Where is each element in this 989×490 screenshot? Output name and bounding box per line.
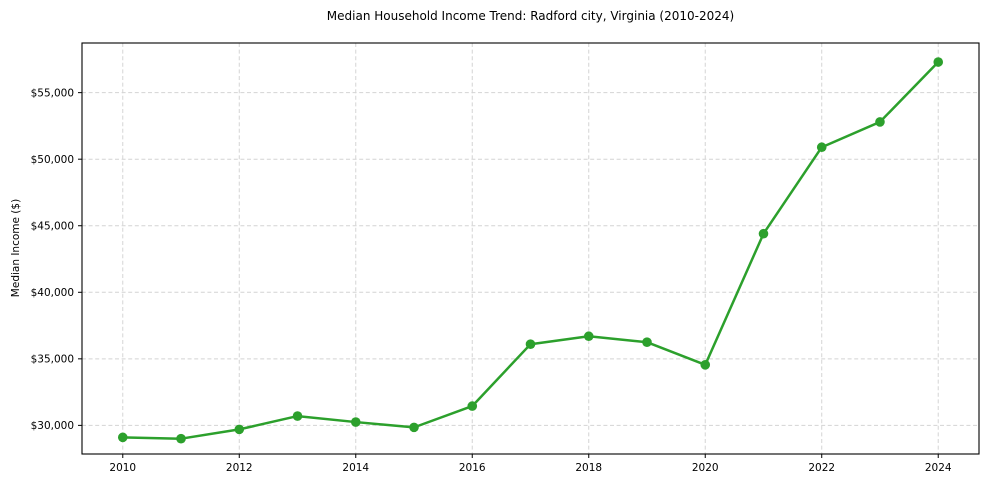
- y-tick-label: $30,000: [31, 420, 74, 432]
- x-tick-label: 2016: [459, 462, 486, 474]
- data-point-2024: [933, 57, 944, 67]
- data-point-2021: [758, 228, 769, 239]
- y-tick-label: $55,000: [31, 87, 74, 99]
- x-tick-label: 2014: [342, 462, 369, 474]
- data-point-2015: [409, 422, 419, 433]
- x-tick-label: 2022: [808, 462, 835, 474]
- y-tick-label: $40,000: [31, 287, 74, 299]
- y-tick-label: $50,000: [31, 154, 74, 166]
- data-point-2012: [234, 424, 245, 435]
- y-tick-label: $35,000: [31, 354, 74, 366]
- x-tick-label: 2010: [109, 462, 136, 474]
- data-point-2023: [875, 117, 885, 127]
- data-point-2011: [176, 433, 186, 444]
- data-point-2010: [117, 432, 128, 443]
- data-point-2016: [467, 401, 478, 411]
- y-tick-label: $45,000: [31, 220, 74, 232]
- data-point-2014: [350, 417, 361, 427]
- data-point-2022: [816, 142, 827, 153]
- x-tick-label: 2020: [692, 462, 719, 474]
- chart-title: Median Household Income Trend: Radford c…: [326, 9, 735, 23]
- data-point-2018: [583, 331, 594, 342]
- data-point-2020: [700, 360, 711, 370]
- data-point-2017: [525, 339, 536, 350]
- x-tick-label: 2024: [925, 462, 952, 474]
- data-point-2013: [292, 411, 303, 421]
- x-tick-label: 2018: [575, 462, 602, 474]
- trend-line: [121, 60, 940, 440]
- data-point-2019: [642, 337, 652, 348]
- x-tick-label: 2012: [226, 462, 253, 474]
- plot-border: [81, 42, 980, 455]
